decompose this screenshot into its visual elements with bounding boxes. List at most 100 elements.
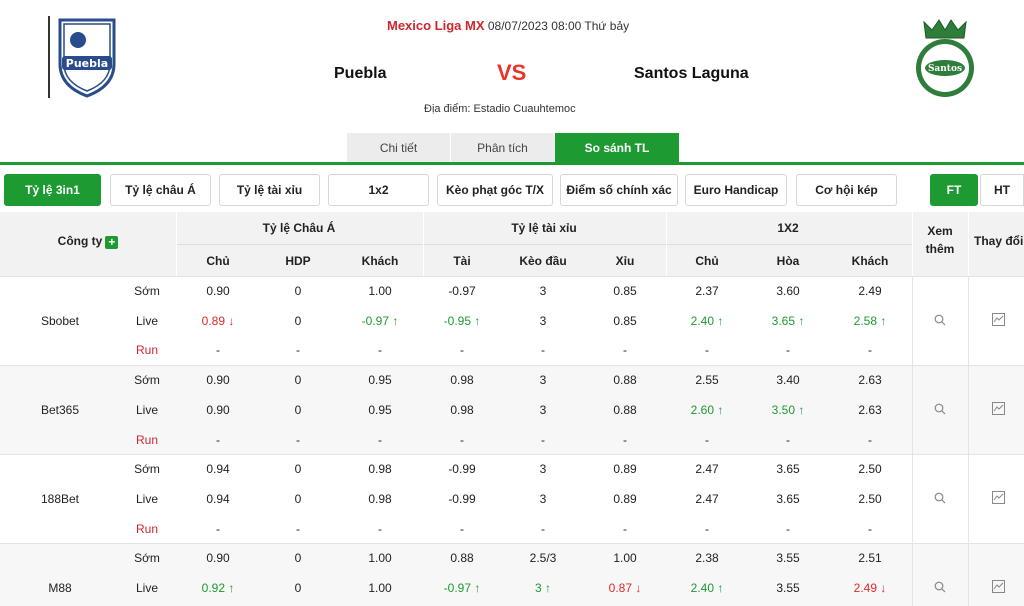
search-icon[interactable] xyxy=(930,403,950,418)
company-group-bg xyxy=(0,276,1024,366)
odds-cell: -0.97 ↑ xyxy=(361,313,399,328)
odds-cell: 3 xyxy=(539,491,547,506)
vs-label: VS xyxy=(497,60,527,85)
odds-cell: - xyxy=(460,521,464,536)
row-type-label: Sớm xyxy=(134,551,160,566)
odds-cell: 1.00 xyxy=(368,581,392,595)
odds-cell: - xyxy=(460,343,464,358)
odds-cell: 2.63 xyxy=(858,402,882,417)
odds-cell: - xyxy=(623,521,627,536)
header-divider xyxy=(176,244,912,245)
add-company-icon[interactable]: + xyxy=(105,236,119,249)
col-divider xyxy=(912,454,913,544)
odds-cell: 3 xyxy=(539,284,547,298)
odds-cell: 0.90 xyxy=(206,373,230,388)
odds-cell: 0.90 xyxy=(206,551,230,566)
row-divider xyxy=(0,454,1024,456)
ht-toggle[interactable]: HT xyxy=(980,174,1024,206)
odds-cell: - xyxy=(216,432,220,447)
svg-text:Puebla: Puebla xyxy=(66,57,108,70)
col-divider xyxy=(912,365,913,455)
filter-3in1[interactable]: Tỷ lệ 3in1 xyxy=(4,174,101,206)
filter-asian[interactable]: Tỷ lệ châu Á xyxy=(110,174,211,206)
odds-cell: 2.5/3 xyxy=(529,551,557,566)
row-type-label: Run xyxy=(135,432,158,447)
company-group-bg xyxy=(0,454,1024,544)
search-icon[interactable] xyxy=(930,314,950,329)
row-type-label: Run xyxy=(135,343,158,358)
odds-cell: 2.47 xyxy=(695,491,719,506)
odds-cell: 3.60 xyxy=(776,284,800,298)
row-type-label: Run xyxy=(135,521,158,536)
odds-cell: 0 xyxy=(294,313,302,328)
odds-cell: 0 xyxy=(294,284,302,298)
odds-cell: 0.90 xyxy=(206,402,230,417)
league-name[interactable]: Mexico Liga MX xyxy=(387,18,485,33)
odds-cell: 3.65 xyxy=(776,462,800,477)
odds-cell: - xyxy=(868,521,872,536)
more-header: Xem thêm xyxy=(925,224,955,256)
odds-cell: - xyxy=(786,343,790,358)
odds-cell: 0.88 xyxy=(450,551,474,566)
company-name[interactable]: 188Bet xyxy=(40,491,80,506)
row-divider xyxy=(0,365,1024,367)
home-team[interactable]: Puebla xyxy=(334,65,387,82)
row-type-label: Sớm xyxy=(134,462,160,477)
company-name[interactable]: Sbobet xyxy=(40,313,80,328)
search-icon[interactable] xyxy=(930,492,950,507)
odds-cell: 0 xyxy=(294,462,302,477)
filter-correct-score[interactable]: Điểm số chính xác xyxy=(560,174,678,206)
col-divider xyxy=(968,365,969,455)
header-col-sep xyxy=(666,212,667,276)
odds-cell: 0.90 xyxy=(206,284,230,298)
odds-cell: - xyxy=(296,521,300,536)
filter-euro-handicap[interactable]: Euro Handicap xyxy=(685,174,787,206)
odds-cell: 2.58 ↑ xyxy=(853,313,887,328)
odds-cell: 0.98 xyxy=(368,462,392,477)
company-name[interactable]: Bet365 xyxy=(40,402,80,417)
puebla-logo: Puebla xyxy=(48,16,122,98)
odds-cell: - xyxy=(460,432,464,447)
tab-details[interactable]: Chi tiết xyxy=(347,133,450,163)
subheader-6: Chủ xyxy=(695,254,719,268)
line-chart-icon[interactable] xyxy=(990,312,1006,329)
santos-laguna-logo: Santos xyxy=(912,16,978,100)
col-divider xyxy=(968,276,969,366)
odds-cell: -0.99 xyxy=(448,491,476,506)
line-chart-icon[interactable] xyxy=(990,580,1006,596)
filter-1x2[interactable]: 1x2 xyxy=(328,174,429,206)
odds-cell: - xyxy=(786,432,790,447)
odds-cell: 0.94 xyxy=(206,491,230,506)
odds-cell: 1.00 xyxy=(368,284,392,298)
filter-over-under[interactable]: Tỷ lệ tài xỉu xyxy=(219,174,320,206)
odds-cell: - xyxy=(296,343,300,358)
search-icon[interactable] xyxy=(930,581,950,596)
odds-cell: 3.40 xyxy=(776,373,800,388)
ft-toggle[interactable]: FT xyxy=(930,174,978,206)
row-divider xyxy=(0,276,1024,277)
match-datetime: 08/07/2023 08:00 Thứ bảy xyxy=(487,19,630,33)
tab-bar: Chi tiết Phân tích So sánh TL xyxy=(347,133,680,163)
header-col-sep xyxy=(176,212,177,276)
odds-cell: 3 xyxy=(539,313,547,328)
tab-underline xyxy=(0,162,1024,165)
away-team[interactable]: Santos Laguna xyxy=(634,65,749,82)
odds-cell: 0.88 xyxy=(613,373,637,388)
odds-cell: 2.50 xyxy=(858,462,882,477)
odds-cell: -0.97 ↑ xyxy=(443,581,481,595)
filter-corner[interactable]: Kèo phạt góc T/X xyxy=(437,174,553,206)
filter-double-chance[interactable]: Cơ hội kép xyxy=(796,174,897,206)
subheader-5: Xỉu xyxy=(615,254,635,268)
odds-cell: 0.88 xyxy=(613,402,637,417)
company-name[interactable]: M88 xyxy=(48,581,72,595)
odds-filter-bar: Tỷ lệ 3in1 Tỷ lệ châu Á Tỷ lệ tài xỉu 1x… xyxy=(0,174,1024,206)
tab-analysis[interactable]: Phân tích xyxy=(451,133,554,163)
odds-cell: 0 xyxy=(294,402,302,417)
line-chart-icon[interactable] xyxy=(990,490,1006,507)
line-chart-icon[interactable] xyxy=(990,401,1006,418)
odds-cell: 0.85 xyxy=(613,284,637,298)
odds-cell: 0.98 xyxy=(450,402,474,417)
odds-cell: - xyxy=(705,521,709,536)
tab-odds-compare[interactable]: So sánh TL xyxy=(555,133,679,163)
odds-cell: - xyxy=(216,521,220,536)
